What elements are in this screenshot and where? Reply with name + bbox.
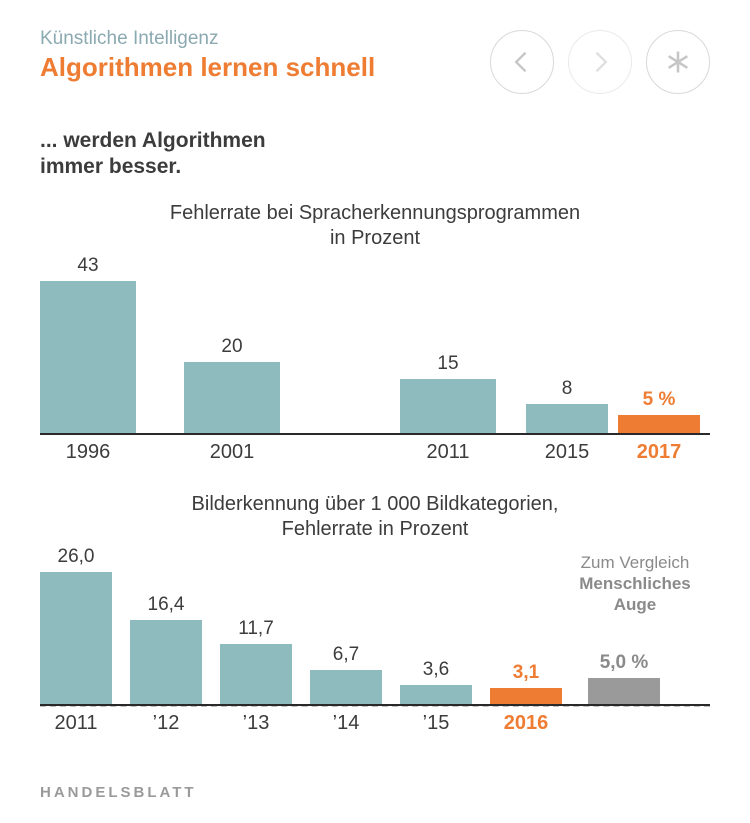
- bar-slot: 8: [526, 378, 608, 432]
- footer-brand: HANDELSBLATT: [40, 784, 197, 801]
- bar-label: 2001: [184, 441, 280, 464]
- chevron-left-icon: [508, 48, 536, 76]
- bar-label: ’15: [400, 712, 472, 735]
- chart2-labels: 2011 ’12 ’13 ’14 ’15 2016: [40, 712, 710, 735]
- asterisk-icon: [664, 48, 692, 76]
- bar-slot: 11,7: [220, 618, 292, 703]
- bar-rect: [400, 379, 496, 432]
- chart2-area: Zum Vergleich Menschliches Auge 26,016,4…: [40, 546, 710, 735]
- bar-label: ’12: [130, 712, 202, 735]
- bar-label: ’13: [220, 712, 292, 735]
- bar-label: 2011: [40, 712, 112, 735]
- bar-rect: [40, 281, 136, 433]
- bar-slot: 5,0 %: [588, 652, 660, 703]
- bar-label: 2016: [490, 712, 562, 735]
- bar-value: 3,1: [513, 662, 539, 684]
- bar-rect: [618, 415, 700, 433]
- title-block: Künstliche Intelligenz Algorithmen lerne…: [40, 28, 490, 83]
- kicker: Künstliche Intelligenz: [40, 28, 490, 50]
- chart1-bars: 43 20 15 8 5 %: [40, 255, 710, 435]
- bar-value: 43: [77, 255, 98, 277]
- bar-slot: 15: [400, 353, 496, 432]
- header: Künstliche Intelligenz Algorithmen lerne…: [40, 28, 710, 94]
- bar-slot: 26,0: [40, 546, 112, 704]
- bar-slot: 3,1: [490, 662, 562, 704]
- bar-slot: 5 %: [618, 389, 700, 433]
- chart-speech-error-rate: Fehlerrate bei Spracherkennungsprogramme…: [40, 201, 710, 464]
- chevron-right-icon: [586, 48, 614, 76]
- subheading: ... werden Algorithmen immer besser.: [40, 128, 710, 181]
- bar-value: 16,4: [148, 594, 185, 616]
- bar-value: 8: [562, 378, 573, 400]
- bar-label: 1996: [40, 441, 136, 464]
- bar-slot: 3,6: [400, 659, 472, 703]
- bar-rect: [184, 362, 280, 433]
- bar-rect: [588, 678, 660, 703]
- bar-slot: 43: [40, 255, 136, 433]
- bar-label: 2015: [526, 441, 608, 464]
- chart1-title: Fehlerrate bei Spracherkennungsprogramme…: [40, 201, 710, 251]
- chart2-title: Bilderkennung über 1 000 Bildkategorien,…: [40, 492, 710, 542]
- bar-rect: [490, 688, 562, 704]
- bar-label: [588, 712, 660, 735]
- bar-label: 2017: [618, 441, 700, 464]
- bar-rect: [310, 670, 382, 704]
- chart1-labels: 1996 2001 2011 2015 2017: [40, 441, 710, 464]
- star-button[interactable]: [646, 30, 710, 94]
- bar-value: 5,0 %: [600, 652, 649, 674]
- bar-rect: [130, 620, 202, 703]
- bar-slot: 16,4: [130, 594, 202, 703]
- prev-button[interactable]: [490, 30, 554, 94]
- bar-rect: [400, 685, 472, 703]
- nav-controls: [490, 30, 710, 94]
- chart2-bars: 26,0 16,4 11,7 6,7 3,6 3,1 5,0 %: [40, 546, 710, 706]
- bar-rect: [526, 404, 608, 432]
- headline: Algorithmen lernen schnell: [40, 52, 490, 83]
- bar-slot: 20: [184, 336, 280, 433]
- chart1-area: 43201585 % 19962001201120152017: [40, 255, 710, 464]
- bar-rect: [40, 572, 112, 704]
- bar-value: 20: [221, 336, 242, 358]
- bar-value: 6,7: [333, 644, 359, 666]
- bar-value: 5 %: [643, 389, 676, 411]
- next-button[interactable]: [568, 30, 632, 94]
- bar-value: 26,0: [58, 546, 95, 568]
- bar-label: 2011: [400, 441, 496, 464]
- chart-image-error-rate: Bilderkennung über 1 000 Bildkategorien,…: [40, 492, 710, 735]
- bar-value: 3,6: [423, 659, 449, 681]
- bar-label: ’14: [310, 712, 382, 735]
- bar-rect: [220, 644, 292, 703]
- bar-value: 11,7: [238, 618, 274, 640]
- bar-slot: 6,7: [310, 644, 382, 704]
- bar-value: 15: [437, 353, 458, 375]
